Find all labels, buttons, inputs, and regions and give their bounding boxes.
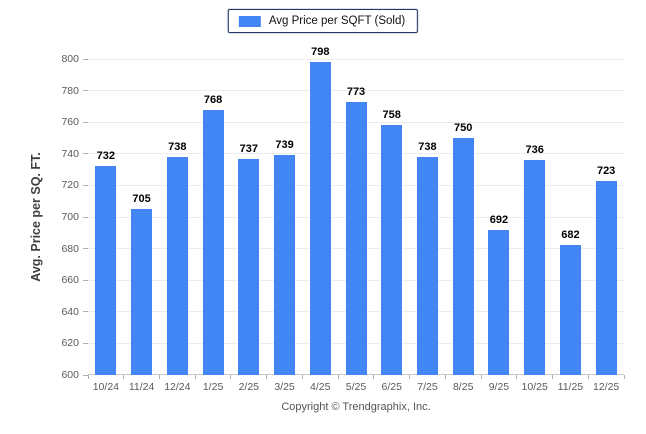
x-tick-label: 8/25 — [452, 381, 474, 393]
x-tick-label: 11/25 — [557, 381, 584, 393]
bar — [488, 229, 510, 375]
y-tick-label: 740 — [61, 147, 79, 160]
y-tick-label: 620 — [61, 337, 79, 350]
y-tick-mark — [83, 58, 88, 60]
bar — [166, 156, 188, 375]
bar-value-label: 773 — [346, 85, 366, 98]
x-tick-mark — [123, 375, 125, 379]
bar — [595, 180, 617, 375]
y-tick-mark — [83, 184, 88, 186]
y-tick-label: 800 — [61, 53, 79, 65]
y-tick-mark — [83, 342, 88, 344]
plot-area: 600 620 640 660 680 700 720 740 760 780 800 732 10/2… — [61, 46, 625, 393]
x-tick-mark — [230, 375, 232, 379]
x-tick-mark — [373, 375, 375, 379]
x-tick-label: 12/24 — [164, 381, 191, 393]
bar-value-label: 738 — [168, 140, 187, 153]
bar-value-label: 737 — [239, 142, 258, 155]
x-tick-mark — [266, 375, 268, 379]
y-tick-label: 680 — [61, 242, 79, 255]
bar-value-label: 798 — [311, 46, 330, 59]
x-tick-mark — [587, 375, 589, 379]
y-tick-mark — [83, 374, 88, 376]
bar-value-label: 750 — [454, 122, 473, 134]
bar-value-label: 705 — [132, 193, 151, 206]
y-tick-mark — [83, 279, 88, 281]
x-tick-label: 7/25 — [417, 381, 438, 393]
y-tick-label: 640 — [61, 305, 79, 318]
bar — [202, 109, 224, 375]
bar-value-label: 736 — [525, 144, 544, 157]
y-tick-label: 780 — [61, 84, 79, 97]
x-tick-label: 6/25 — [381, 381, 402, 393]
bar — [524, 160, 546, 375]
gridline — [88, 58, 624, 60]
x-tick-label: 11/24 — [128, 381, 155, 393]
y-tick-mark — [83, 153, 88, 155]
y-tick-mark — [83, 311, 88, 313]
gridline — [88, 90, 624, 92]
bar-value-label: 732 — [96, 150, 116, 163]
x-tick-label: 4/25 — [310, 381, 331, 393]
bar-value-label: 723 — [596, 164, 616, 177]
x-tick-mark — [552, 375, 554, 379]
y-tick-mark — [83, 248, 88, 250]
legend-label: Avg Price per SQFT (Sold) — [268, 15, 406, 27]
x-tick-label: 2/25 — [238, 381, 260, 393]
bar — [345, 101, 367, 375]
x-tick-label: 12/25 — [592, 381, 620, 393]
x-tick-label: 10/25 — [521, 381, 548, 393]
x-tick-mark — [337, 375, 339, 379]
bar-value-label: 738 — [418, 140, 437, 153]
x-tick-mark — [409, 375, 411, 379]
x-tick-label: 1/25 — [202, 381, 224, 393]
bar-value-label: 768 — [203, 93, 223, 106]
y-axis-title: Avg. Price per SQ. FT. — [29, 152, 43, 282]
bar — [559, 245, 581, 375]
x-tick-label: 9/25 — [488, 381, 510, 393]
x-tick-label: 3/25 — [274, 381, 295, 393]
x-tick-mark — [480, 375, 482, 379]
bar — [274, 155, 296, 375]
y-tick-mark — [83, 216, 88, 218]
x-tick-mark — [158, 375, 160, 379]
x-tick-label: 10/24 — [92, 381, 119, 393]
x-tick-label: 5/25 — [345, 381, 367, 393]
bar — [309, 62, 331, 375]
x-tick-mark — [87, 375, 89, 379]
y-tick-label: 700 — [61, 211, 79, 223]
bar — [416, 156, 438, 375]
bar — [452, 138, 474, 375]
x-tick-mark — [301, 375, 303, 379]
bar — [381, 125, 403, 375]
copyright-text: Copyright © Trendgraphix, Inc. — [281, 401, 431, 413]
y-tick-label: 600 — [61, 369, 79, 381]
bar-value-label: 758 — [382, 109, 401, 122]
y-tick-label: 720 — [61, 179, 79, 192]
legend: Avg Price per SQFT (Sold) — [227, 9, 419, 33]
bar — [95, 166, 117, 375]
bar-value-label: 692 — [489, 213, 509, 226]
y-tick-mark — [83, 121, 88, 123]
x-tick-mark — [444, 375, 446, 379]
y-tick-label: 660 — [61, 274, 79, 287]
x-tick-mark — [516, 375, 518, 379]
bar — [131, 209, 153, 375]
x-tick-mark — [623, 375, 625, 379]
legend-swatch — [238, 15, 261, 27]
x-tick-mark — [194, 375, 196, 379]
y-tick-label: 760 — [61, 116, 79, 129]
y-tick-mark — [83, 90, 88, 92]
bar-value-label: 739 — [275, 139, 294, 152]
bar-value-label: 682 — [561, 229, 580, 242]
bar — [238, 158, 260, 375]
